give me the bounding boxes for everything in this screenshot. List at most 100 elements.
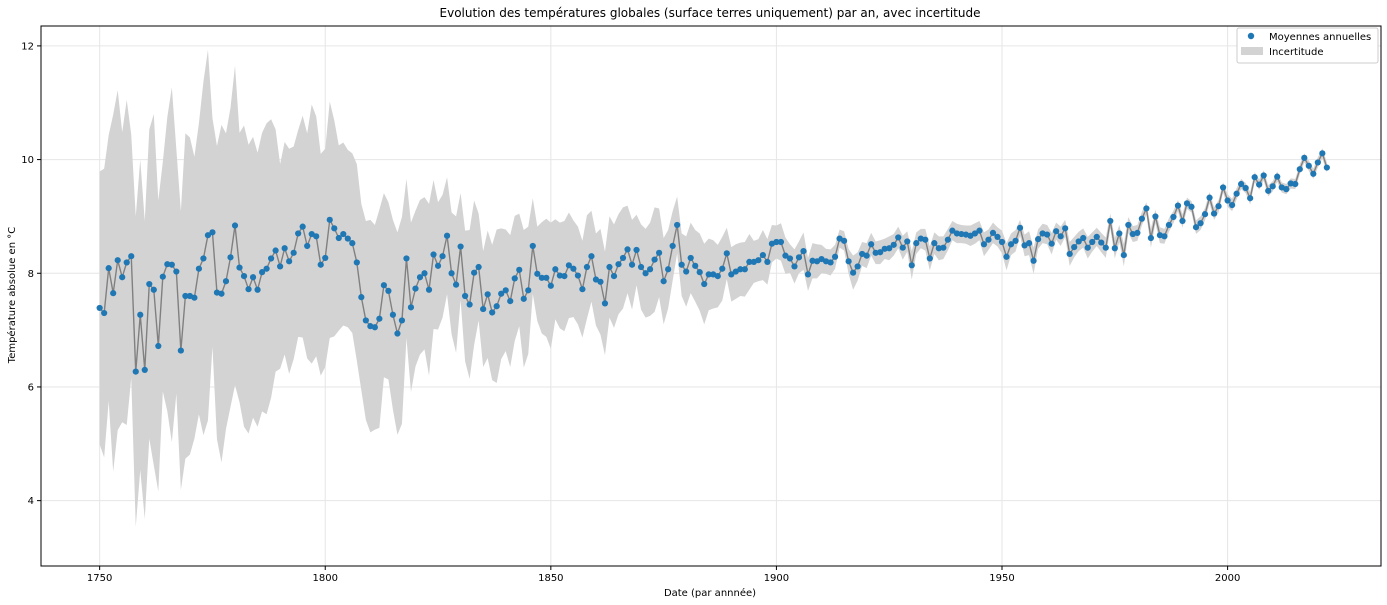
data-point	[385, 287, 392, 294]
data-point	[583, 263, 591, 271]
data-point	[272, 247, 279, 254]
data-point	[1170, 213, 1177, 221]
data-point	[164, 261, 171, 268]
data-point	[782, 252, 789, 259]
data-points-layer	[96, 150, 1330, 375]
data-point	[475, 263, 482, 271]
data-point	[1035, 236, 1042, 243]
data-point	[462, 292, 469, 300]
legend: Moyennes annuelles Incertitude	[1236, 27, 1379, 64]
data-point	[1012, 237, 1019, 244]
data-point	[520, 295, 527, 302]
data-point	[389, 311, 397, 318]
data-point	[845, 258, 852, 265]
y-axis-label: Température absolue en °C	[6, 227, 18, 364]
data-point	[886, 245, 893, 252]
data-point	[976, 227, 983, 234]
data-point	[1007, 241, 1015, 248]
data-point	[480, 305, 487, 313]
data-point	[1274, 173, 1281, 180]
x-tick-label: 1800	[313, 573, 338, 584]
data-point	[218, 290, 225, 297]
data-point	[1247, 195, 1254, 202]
data-point	[656, 249, 663, 256]
data-point	[692, 262, 699, 269]
data-point	[150, 286, 157, 293]
data-point	[1084, 244, 1091, 251]
y-tick-label: 8	[28, 269, 34, 280]
data-point	[980, 241, 988, 248]
data-point	[1080, 234, 1087, 242]
data-point	[746, 258, 753, 265]
data-point	[96, 304, 103, 312]
data-point	[322, 254, 329, 262]
data-point	[868, 241, 875, 248]
data-point	[358, 294, 365, 301]
data-point	[430, 251, 437, 258]
data-point	[579, 286, 586, 293]
data-point	[1238, 180, 1245, 188]
data-point	[1224, 197, 1231, 204]
data-point	[290, 249, 297, 256]
data-point	[935, 245, 942, 252]
data-point	[714, 273, 721, 280]
data-point	[1219, 184, 1227, 191]
data-point	[543, 274, 550, 281]
data-point	[1102, 244, 1109, 251]
data-point	[394, 330, 401, 337]
data-point	[132, 368, 139, 375]
data-point	[1269, 183, 1276, 190]
x-tick-label: 1850	[538, 573, 563, 584]
data-point	[362, 317, 369, 324]
y-tick-label: 10	[21, 155, 34, 166]
x-axis: 1750 1800 1850 1900 1950 2000	[87, 566, 1240, 584]
data-point	[498, 290, 505, 297]
data-point	[660, 278, 667, 285]
data-point	[764, 258, 771, 265]
data-point	[1044, 231, 1051, 238]
data-point	[489, 309, 496, 316]
data-point	[1107, 217, 1114, 225]
data-point	[633, 246, 640, 254]
data-point	[1057, 233, 1064, 240]
data-point	[615, 261, 622, 268]
legend-label-uncertainty: Incertitude	[1269, 47, 1324, 58]
data-point	[678, 261, 685, 268]
data-point	[665, 266, 672, 273]
data-point	[416, 274, 424, 281]
data-point	[547, 282, 554, 289]
data-point	[371, 324, 378, 331]
data-point	[624, 246, 631, 253]
data-point	[1256, 181, 1263, 188]
data-point	[534, 270, 541, 277]
data-point	[268, 255, 275, 262]
data-point	[949, 227, 956, 234]
data-point	[1116, 230, 1123, 237]
legend-box	[1236, 27, 1379, 64]
data-point	[1098, 239, 1105, 246]
data-point	[349, 240, 356, 247]
data-point	[1265, 187, 1272, 194]
y-tick-label: 12	[21, 41, 34, 52]
data-point	[173, 268, 180, 275]
data-point	[940, 244, 947, 251]
data-point	[1138, 215, 1145, 222]
data-point	[958, 230, 965, 238]
data-point	[1053, 228, 1060, 235]
data-point	[326, 216, 333, 223]
data-point	[628, 261, 636, 268]
data-point	[376, 315, 383, 322]
data-point	[295, 230, 302, 237]
data-point	[1161, 233, 1168, 240]
data-point	[701, 280, 708, 288]
data-point	[380, 282, 387, 289]
data-point	[1003, 253, 1010, 260]
data-point	[1188, 203, 1195, 210]
data-point	[335, 234, 342, 242]
data-point	[998, 238, 1006, 246]
data-point	[565, 262, 572, 269]
data-point	[1075, 238, 1082, 245]
data-point	[353, 259, 360, 266]
data-point	[1206, 194, 1213, 201]
data-point	[1165, 221, 1173, 229]
